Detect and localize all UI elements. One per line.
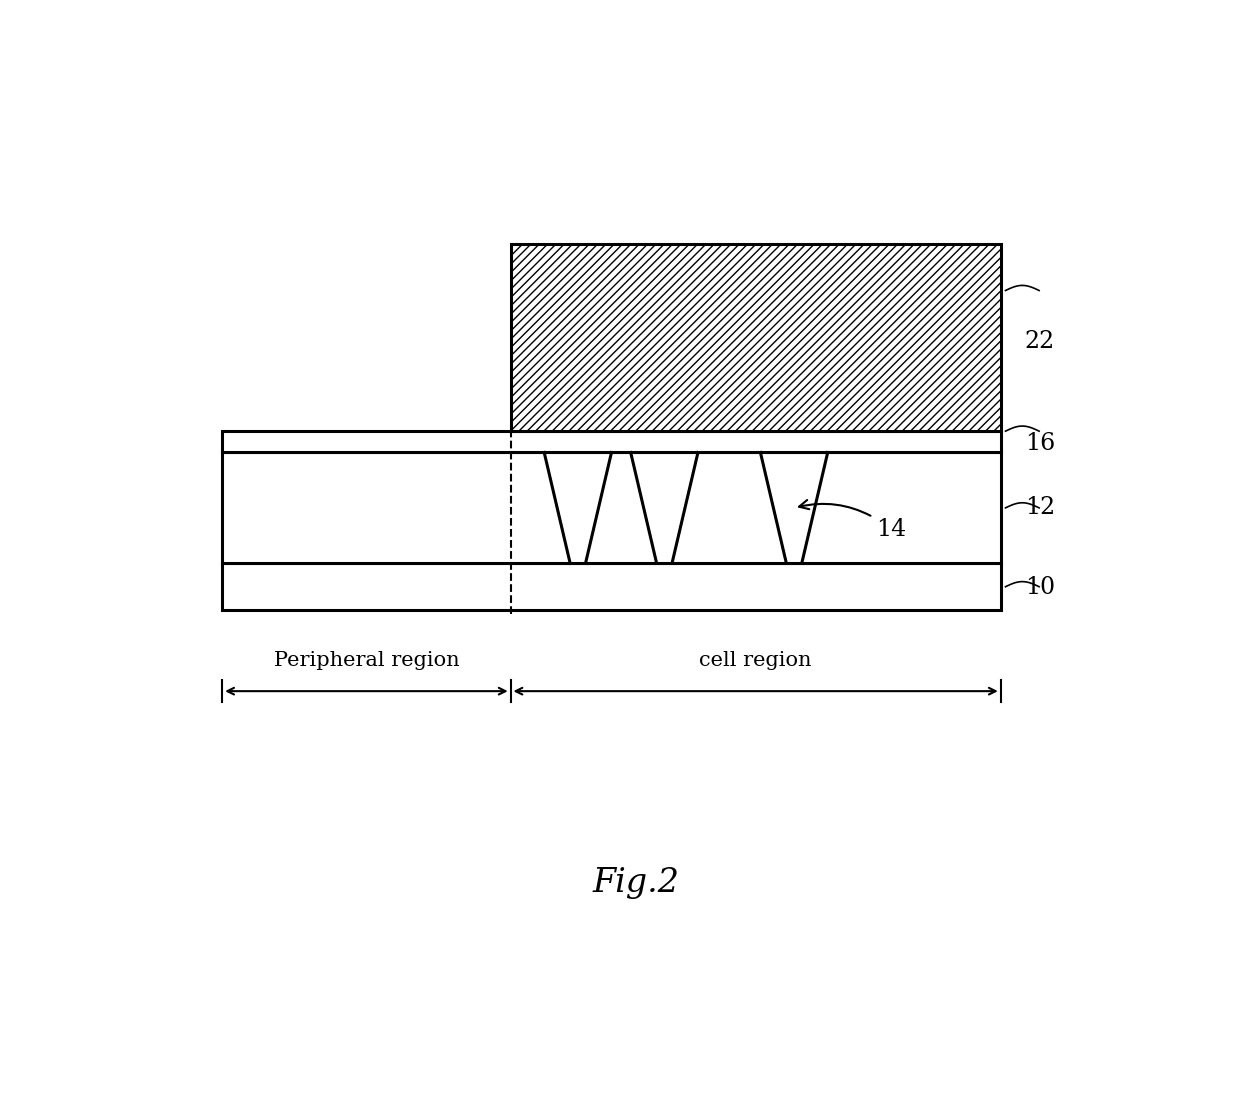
Text: 22: 22 (1024, 330, 1055, 353)
Bar (222, 563, 1001, 610)
Text: Peripheral region: Peripheral region (274, 651, 459, 670)
Text: 14: 14 (799, 500, 906, 540)
Bar (222, 432, 1001, 453)
Text: 16: 16 (1024, 433, 1055, 455)
Bar (222, 453, 1001, 563)
Text: 12: 12 (1024, 496, 1055, 519)
Text: Fig.2: Fig.2 (591, 867, 680, 899)
Bar (511, 244, 1001, 432)
Text: 10: 10 (1024, 576, 1055, 599)
Text: cell region: cell region (699, 651, 812, 670)
